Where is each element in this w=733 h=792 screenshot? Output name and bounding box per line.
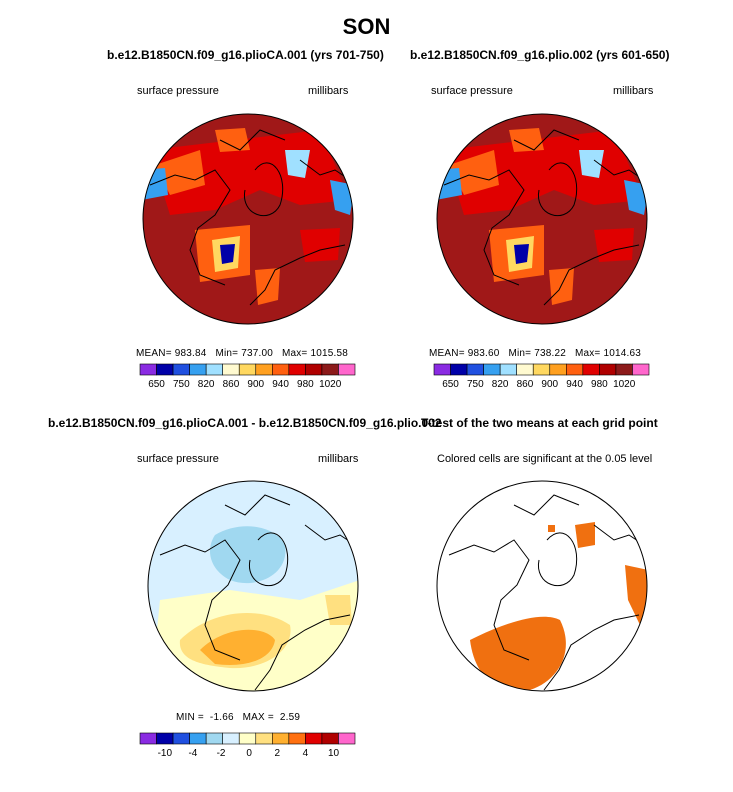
panel2-colorbar-label: 940 [566, 379, 583, 390]
panel3-stats: MIN = -1.66 MAX = 2.59 [176, 712, 301, 723]
panel3-colorbar-label: -10 [158, 748, 173, 759]
panel2-coastlines [443, 129, 645, 306]
panel2-colorbar-box [599, 363, 617, 376]
panel2-stats: MEAN= 983.60 Min= 738.22 Max= 1014.63 [429, 348, 642, 359]
panel3-colorbar-box [238, 732, 257, 745]
panel2-colorbar-box [632, 363, 650, 376]
panel2-left-label: surface pressure [431, 85, 513, 97]
panel3-title: b.e12.B1850CN.f09_g16.plioCA.001 - b.e12… [48, 416, 442, 430]
panel3-colorbar-box [255, 732, 273, 745]
panel2-colorbar-box [450, 363, 468, 376]
panel2-colorbar-label: 900 [541, 379, 558, 390]
panel2-min: 738.22 [534, 348, 566, 359]
panel3-colorbar-box [272, 732, 290, 745]
panel1-max: 1015.58 [310, 348, 349, 359]
panel3-colorbar-label: -4 [188, 748, 197, 759]
colorbars: 650 750 820 860 900 940 980 1020 650 750 820 860 900… [139, 363, 650, 759]
panel3-max: 2.59 [279, 712, 301, 723]
panel1-colorbar-box [222, 363, 240, 376]
panel3-colorbar-box [156, 732, 174, 745]
panel3-map [148, 481, 358, 691]
panel1-colorbar-label: 940 [272, 379, 289, 390]
panel2-border [436, 113, 648, 325]
panel1-colorbar-box [238, 363, 257, 376]
panel1-colorbar-box [172, 363, 190, 376]
panel3-colorbar-box [205, 732, 223, 745]
panel2-colorbar-box [433, 363, 451, 376]
panel1-colorbar-box [205, 363, 223, 376]
panel3-colorbar-box [321, 732, 339, 745]
panel3-left-label: surface pressure [137, 453, 219, 465]
panel1-colorbar-label: 650 [148, 379, 165, 390]
panel1-colorbar-box [272, 363, 290, 376]
panel2-colorbar-box [549, 363, 567, 376]
panel1-title: b.e12.B1850CN.f09_g16.plioCA.001 (yrs 70… [107, 48, 384, 62]
panel1-colorbar-box [338, 363, 356, 376]
panel3-border [147, 480, 359, 692]
panel3-coastlines [159, 494, 356, 691]
panel2-colorbar-box [466, 363, 484, 376]
panel3-colorbar-box [189, 732, 207, 745]
panel1-coastlines [149, 129, 351, 306]
panel3-min: -1.66 [209, 712, 234, 723]
panel2-right-label: millibars [613, 85, 654, 97]
panel3-colorbar-label: 10 [328, 748, 340, 759]
panel4-title: T-test of the two means at each grid poi… [421, 416, 658, 430]
panel3-colorbar-label: 2 [274, 748, 280, 759]
panel1-colorbar-label: 1020 [319, 379, 342, 390]
panel2-colorbar-label: 820 [492, 379, 509, 390]
panel1-border [142, 113, 354, 325]
panel2-colorbar-box [582, 363, 600, 376]
panel1-colorbar-box [288, 363, 306, 376]
panel1-stats: MEAN= 983.84 Min= 737.00 Max= 1015.58 [136, 348, 349, 359]
panel4-map [437, 481, 647, 691]
panel3-colorbar-box [305, 732, 323, 745]
panel3-right-label: millibars [318, 453, 359, 465]
panel2-mean: 983.60 [467, 348, 500, 359]
panel3-colorbar-label: -2 [217, 748, 226, 759]
panel3-colorbar-label: 0 [246, 748, 252, 759]
panel3-colorbar-box [288, 732, 306, 745]
panel1-colorbar-label: 750 [173, 379, 190, 390]
panel1-map [143, 114, 353, 324]
panel2-title: b.e12.B1850CN.f09_g16.plio.002 (yrs 601-… [410, 48, 670, 62]
panel3-colorbar-box [222, 732, 240, 745]
panel2-colorbar-box [566, 363, 584, 376]
panel1-colorbar-box [255, 363, 273, 376]
panel1-colorbar-label: 820 [198, 379, 215, 390]
panel1-colorbar-label: 980 [297, 379, 314, 390]
panel4-left-label: Colored cells are significant at the 0.0… [437, 453, 653, 465]
panel2-colorbar-box [516, 363, 534, 376]
panel3-colorbar-box [139, 732, 157, 745]
panel2-colorbar-box [483, 363, 501, 376]
panel1-colorbar-box [139, 363, 157, 376]
panel2-colorbar-label: 750 [467, 379, 484, 390]
panel1-colorbar-box [156, 363, 174, 376]
panel1-left-label: surface pressure [137, 85, 219, 97]
panel1-min: 737.00 [241, 348, 273, 359]
panel2-map [437, 114, 647, 324]
panel1-colorbar-box [189, 363, 207, 376]
panel3-colorbar-box [172, 732, 190, 745]
panel2-colorbar-label: 1020 [613, 379, 636, 390]
panel3-colorbar-label: 4 [303, 748, 309, 759]
panel1-colorbar-box [321, 363, 339, 376]
panel2-colorbar-box [532, 363, 551, 376]
panel2-colorbar-box [499, 363, 517, 376]
panel1-colorbar-label: 860 [223, 379, 240, 390]
panel1-colorbar-box [305, 363, 323, 376]
panel2-colorbar-label: 650 [442, 379, 459, 390]
panel4-border [436, 480, 648, 692]
panel2-max: 1014.63 [603, 348, 642, 359]
panel3-colorbar-box [338, 732, 356, 745]
panel2-colorbar-box [615, 363, 633, 376]
panel1-colorbar-label: 900 [247, 379, 264, 390]
figure-title: SON [342, 14, 391, 39]
panel2-colorbar-label: 980 [591, 379, 608, 390]
panel1-mean: 983.84 [174, 348, 207, 359]
panel1-right-label: millibars [308, 85, 349, 97]
panel2-colorbar-label: 860 [517, 379, 534, 390]
